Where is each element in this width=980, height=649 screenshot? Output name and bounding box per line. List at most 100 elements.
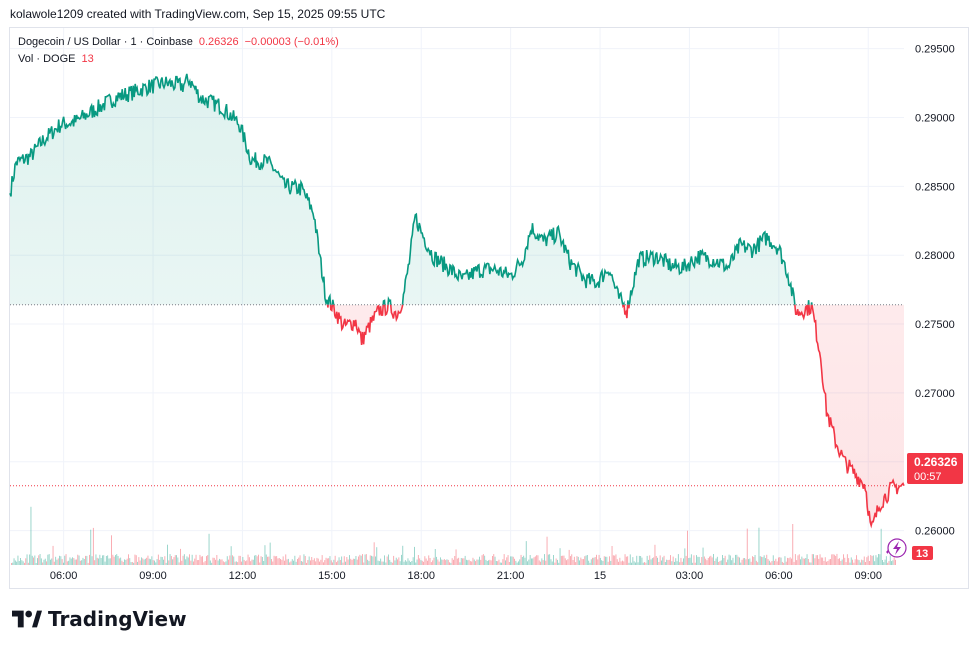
volume-bar — [857, 559, 859, 565]
volume-bar — [817, 555, 818, 565]
volume-bar — [160, 556, 162, 565]
volume-bar — [575, 562, 577, 565]
volume-bar — [601, 560, 603, 565]
volume-bar — [800, 559, 801, 565]
volume-bar — [888, 561, 890, 565]
volume-bar — [59, 555, 60, 565]
volume-bar — [95, 554, 97, 565]
volume-bar — [287, 558, 289, 565]
volume-bar — [511, 556, 513, 565]
volume-bar — [486, 561, 488, 565]
volume-bar — [165, 562, 167, 565]
volume-bar — [386, 556, 388, 565]
volume-bar — [141, 557, 142, 565]
tradingview-logo[interactable]: TradingView — [12, 607, 187, 631]
volume-bar — [419, 558, 421, 565]
volume-bar — [763, 555, 765, 565]
volume-bar — [46, 561, 47, 565]
volume-bar — [411, 561, 413, 565]
lightning-icon[interactable] — [886, 538, 907, 558]
volume-bar — [306, 562, 307, 565]
volume-bar — [364, 554, 366, 565]
volume-bar — [367, 559, 369, 565]
volume-bar — [339, 560, 341, 565]
volume-bar — [516, 562, 518, 565]
volume-bar — [56, 559, 58, 565]
volume-bar — [111, 535, 112, 565]
volume-bar — [586, 555, 588, 565]
volume-bar — [433, 557, 435, 565]
volume-bar — [70, 558, 72, 565]
volume-bar — [137, 561, 138, 565]
volume-bar — [507, 555, 509, 565]
volume-bar — [198, 560, 200, 565]
volume-bar — [297, 559, 298, 565]
volume-bar — [781, 561, 783, 565]
volume-bar — [536, 555, 538, 565]
volume-bar — [523, 555, 525, 565]
volume-bar — [625, 556, 627, 565]
volume-bar — [352, 558, 354, 565]
volume-bar — [308, 556, 310, 565]
volume-bar — [254, 555, 255, 565]
volume-bar — [299, 555, 301, 565]
volume-bar — [128, 554, 129, 565]
volume-bar — [35, 563, 37, 565]
volume-bar — [571, 554, 573, 565]
volume-bar — [602, 561, 604, 565]
volume-bar — [837, 558, 839, 565]
volume-bar — [739, 557, 740, 565]
volume-bar — [437, 559, 439, 565]
volume-bar — [650, 559, 652, 565]
volume-bar — [316, 557, 318, 565]
volume-bar — [408, 560, 410, 565]
volume-bar — [337, 560, 339, 565]
volume-bar — [312, 559, 314, 565]
volume-bar — [268, 556, 270, 565]
volume-bar — [804, 558, 805, 565]
volume-bar — [180, 548, 181, 565]
brand-name: TradingView — [48, 607, 187, 631]
volume-bar — [407, 558, 409, 565]
volume-bar — [274, 556, 276, 565]
volume-bar — [453, 559, 454, 565]
volume-bar — [147, 555, 149, 565]
volume-bar — [883, 562, 885, 565]
x-tick-label: 15 — [594, 570, 606, 582]
volume-bar — [146, 557, 148, 565]
volume-bar — [26, 554, 28, 565]
volume-bar — [14, 560, 16, 565]
volume-bar — [589, 562, 591, 565]
volume-bar — [745, 559, 747, 565]
volume-bar — [129, 558, 131, 565]
volume-bar — [858, 560, 860, 565]
volume-bar — [436, 556, 437, 565]
volume-bar — [355, 556, 357, 565]
volume-bar — [865, 562, 866, 565]
last-price-value: 0.26326 — [914, 455, 958, 469]
volume-bar — [887, 562, 889, 565]
volume-bar — [885, 556, 887, 565]
volume-bar — [558, 562, 560, 565]
volume-bar — [720, 560, 722, 565]
volume-bar — [785, 561, 787, 565]
volume-bar — [226, 556, 228, 565]
volume-bar — [186, 556, 188, 565]
volume-bar — [239, 555, 241, 565]
volume-bar — [441, 559, 443, 565]
volume-bar — [315, 561, 317, 565]
volume-bar — [125, 559, 127, 565]
volume-bar — [550, 559, 552, 565]
volume-bar — [692, 562, 694, 565]
volume-bar — [193, 561, 194, 565]
volume-bar — [334, 555, 336, 565]
volume-bar — [351, 559, 353, 565]
volume-bar — [163, 559, 164, 565]
volume-bar — [645, 562, 647, 565]
volume-bar — [248, 557, 250, 565]
volume-bar — [215, 559, 216, 565]
volume-bar — [447, 559, 449, 565]
volume-bar — [488, 560, 489, 565]
volume-bar — [24, 562, 25, 565]
